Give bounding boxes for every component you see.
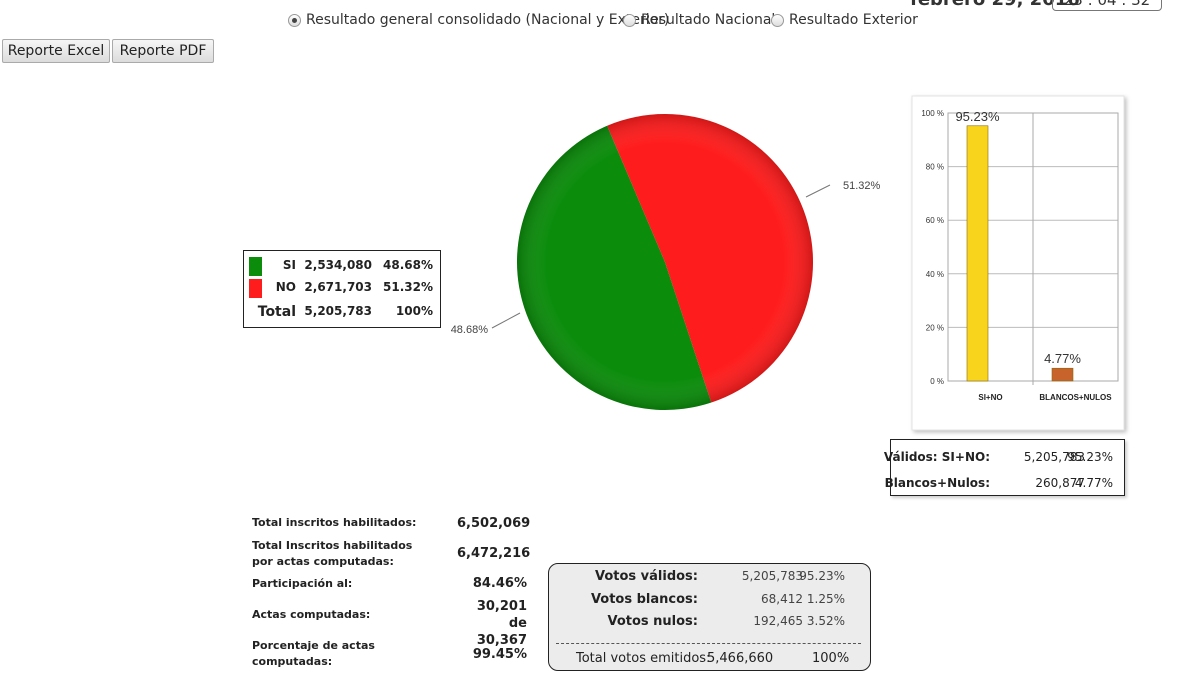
stats-value: 84.46% bbox=[472, 576, 527, 591]
votes-separator bbox=[556, 643, 861, 644]
leader-line bbox=[491, 312, 521, 329]
pie-legend-table bbox=[243, 250, 441, 328]
radio[interactable] bbox=[623, 14, 636, 27]
votes-label: Votos blancos: bbox=[590, 592, 698, 607]
votes-total-label: Total votos emitidos: bbox=[576, 651, 711, 666]
legend-votes: 2,671,703 bbox=[304, 280, 372, 294]
legend-label: NO bbox=[275, 280, 296, 294]
legend-swatch bbox=[249, 279, 262, 298]
bar-table-votes: 260,877 bbox=[1035, 476, 1085, 490]
bar-table-label: Blancos+Nulos: bbox=[884, 476, 990, 490]
bar-table-label: Válidos: SI+NO: bbox=[883, 450, 990, 464]
radio[interactable] bbox=[288, 14, 301, 27]
y-tick-label: 0 % bbox=[930, 377, 944, 386]
radio-label[interactable]: Resultado Nacional bbox=[641, 12, 776, 28]
bar-chart-panel bbox=[911, 95, 1125, 431]
legend-votes: 5,205,783 bbox=[304, 304, 372, 318]
x-tick-label: BLANCOS+NULOS bbox=[1039, 393, 1112, 402]
x-tick-label: SI+NO bbox=[978, 393, 1002, 402]
legend-label: Total bbox=[257, 304, 296, 320]
bar-table-percent: 95.23% bbox=[1067, 450, 1113, 464]
radio[interactable] bbox=[771, 14, 784, 27]
bar-table-votes: 5,205,783 bbox=[1023, 450, 1085, 464]
legend-swatch bbox=[249, 257, 262, 276]
y-tick-label: 60 % bbox=[926, 216, 944, 225]
report-button[interactable]: Reporte PDF bbox=[112, 39, 214, 63]
votes-count: 192,465 bbox=[753, 614, 803, 628]
y-tick-label: 100 % bbox=[921, 109, 944, 118]
votes-label: Votos válidos: bbox=[594, 569, 698, 584]
legend-percent: 100% bbox=[395, 304, 433, 318]
votes-percent: 95.23% bbox=[799, 569, 845, 583]
bar bbox=[966, 125, 989, 382]
stats-label: Total inscritos habilitados: bbox=[252, 516, 417, 529]
votes-count: 5,205,783 bbox=[741, 569, 803, 583]
date: febrero 29, 2016 bbox=[910, 0, 1080, 10]
votes-count: 68,412 bbox=[761, 592, 803, 606]
stats-value: 99.45% bbox=[472, 647, 527, 662]
stats-value: 30,201 de 30,367 bbox=[476, 599, 527, 648]
stats-label: Porcentaje de actas computadas: bbox=[252, 639, 375, 668]
pie-label: 51.32% bbox=[843, 180, 881, 192]
clock: 23 : 04 : 32 bbox=[1052, 0, 1162, 11]
legend-percent: 48.68% bbox=[383, 258, 433, 272]
report-button[interactable]: Reporte Excel bbox=[2, 39, 110, 63]
pie-shading bbox=[517, 114, 813, 410]
bar-table bbox=[890, 439, 1125, 496]
votes-percent: 1.25% bbox=[806, 592, 845, 606]
legend-percent: 51.32% bbox=[383, 280, 433, 294]
stats-label: Participación al: bbox=[252, 577, 353, 590]
stats-value: 6,472,216 bbox=[457, 546, 531, 561]
stats-label: Actas computadas: bbox=[252, 608, 371, 621]
y-tick-label: 40 % bbox=[926, 270, 944, 279]
y-tick-label: 80 % bbox=[926, 163, 944, 172]
pie-label: 48.68% bbox=[451, 324, 489, 336]
votes-percent: 3.52% bbox=[806, 614, 845, 628]
votes-label: Votos nulos: bbox=[607, 614, 698, 629]
bar-value-label: 4.77% bbox=[1044, 351, 1081, 366]
radio-label[interactable]: Resultado general consolidado (Nacional … bbox=[306, 12, 670, 28]
leader-line bbox=[805, 184, 831, 198]
radio-label[interactable]: Resultado Exterior bbox=[789, 12, 918, 28]
stats-label: Total Inscritos habilitados por actas co… bbox=[252, 539, 413, 568]
bar-table-percent: 4.77% bbox=[1074, 476, 1113, 490]
votes-total-count: 5,466,660 bbox=[707, 651, 774, 666]
stats-value: 6,502,069 bbox=[457, 516, 531, 531]
legend-votes: 2,534,080 bbox=[304, 258, 372, 272]
y-tick-label: 20 % bbox=[926, 323, 944, 332]
votes-box bbox=[548, 563, 871, 671]
bar-value-label: 95.23% bbox=[955, 109, 1000, 124]
votes-total-percent: 100% bbox=[812, 651, 850, 666]
bar bbox=[1051, 367, 1074, 382]
legend-label: SI bbox=[282, 258, 296, 272]
